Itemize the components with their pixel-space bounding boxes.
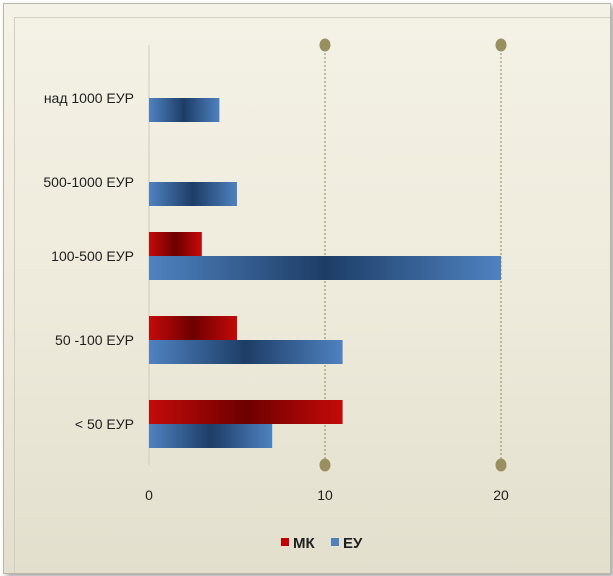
plot-area <box>14 17 610 573</box>
legend-swatch <box>331 538 339 546</box>
category-label: < 50 ЕУР <box>75 416 134 432</box>
legend-label: ЕУ <box>343 535 363 552</box>
category-label: 100-500 ЕУР <box>51 248 134 264</box>
x-tick-label: 20 <box>493 487 509 503</box>
legend-swatch <box>281 538 289 546</box>
gridline-top-marker <box>319 38 331 52</box>
category-label: над 1000 ЕУР <box>44 90 134 106</box>
bar-eu <box>149 98 220 122</box>
category-label: 500-1000 ЕУР <box>43 174 134 190</box>
x-tick-label: 10 <box>317 487 333 503</box>
bar-mk <box>149 400 343 424</box>
category-label: 50 -100 ЕУР <box>55 332 134 348</box>
x-tick-label: 0 <box>145 487 153 503</box>
bar-eu <box>149 182 237 206</box>
bar-eu <box>149 424 273 448</box>
gridline-top-marker <box>495 38 507 52</box>
chart-frame <box>3 3 611 574</box>
bar-mk <box>149 316 237 340</box>
gridline-bottom-marker <box>495 458 507 472</box>
bar-eu <box>149 340 343 364</box>
bar-mk <box>149 232 202 256</box>
legend-label: МК <box>293 535 315 552</box>
bar-eu <box>149 256 501 280</box>
gridline-bottom-marker <box>319 458 331 472</box>
